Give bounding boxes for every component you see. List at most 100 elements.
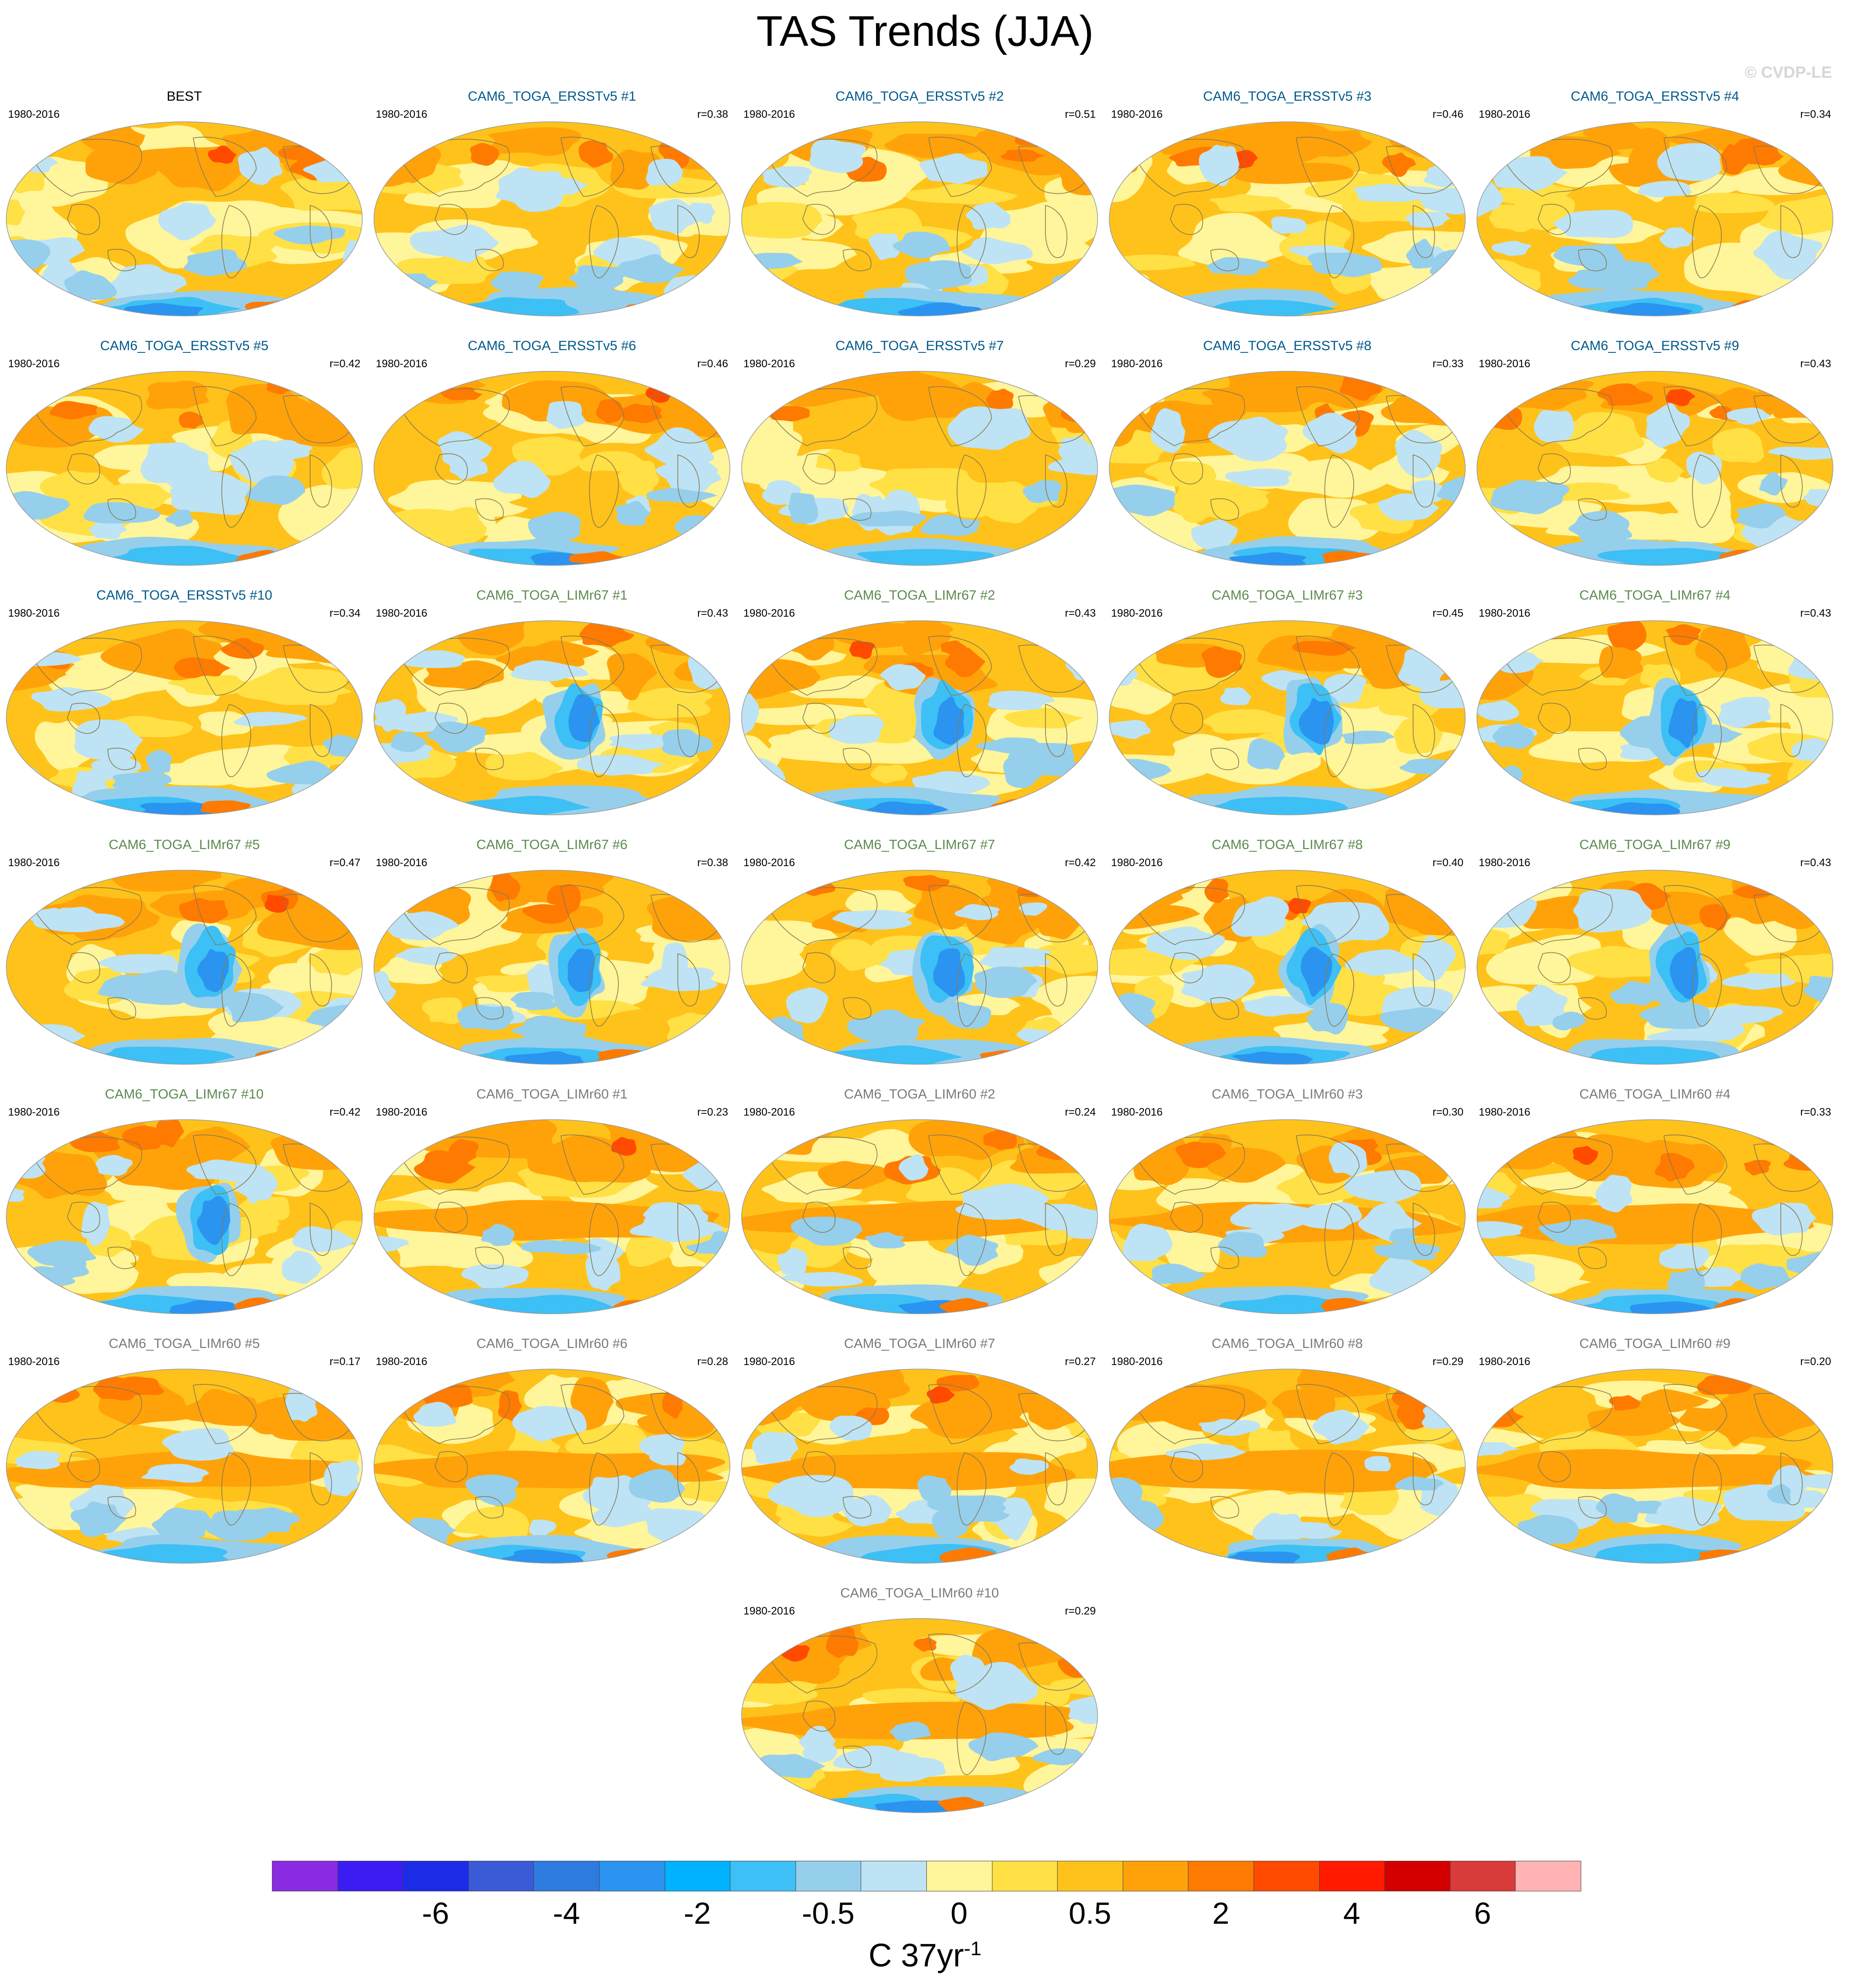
map-panel: CAM6_TOGA_ERSSTv5 #10 1980-2016 r=0.34 — [0, 587, 369, 820]
trend-map — [1109, 620, 1466, 815]
colorbar-swatch — [403, 1861, 469, 1891]
panel-period: 1980-2016 — [8, 857, 60, 869]
panel-title: CAM6_TOGA_LIMr60 #8 — [1211, 1336, 1363, 1351]
panel-correlation: r=0.23 — [697, 1106, 728, 1118]
map-panel: CAM6_TOGA_LIMr60 #10 1980-2016 r=0.29 — [735, 1584, 1104, 1818]
panel-correlation: r=0.51 — [1065, 108, 1096, 120]
panel-period: 1980-2016 — [376, 857, 427, 869]
panel-period: 1980-2016 — [376, 1356, 427, 1368]
panel-title: CAM6_TOGA_LIMr60 #4 — [1579, 1087, 1731, 1102]
panel-title: CAM6_TOGA_ERSSTv5 #9 — [1570, 338, 1739, 353]
panel-correlation: r=0.43 — [1800, 857, 1831, 869]
panel-period: 1980-2016 — [8, 108, 60, 120]
panel-title: CAM6_TOGA_ERSSTv5 #5 — [100, 338, 269, 353]
panel-period: 1980-2016 — [8, 1356, 60, 1368]
trend-map — [374, 1369, 730, 1564]
panel-title: CAM6_TOGA_LIMr60 #5 — [108, 1336, 260, 1351]
map-panel: CAM6_TOGA_LIMr67 #1 1980-2016 r=0.43 — [368, 587, 736, 820]
colorbar-swatch — [664, 1861, 731, 1891]
map-panel: CAM6_TOGA_LIMr67 #4 1980-2016 r=0.43 — [1471, 587, 1839, 820]
trend-map — [1476, 870, 1833, 1065]
colorbar-swatch — [861, 1861, 927, 1891]
panel-correlation: r=0.28 — [697, 1356, 728, 1368]
panel-title: CAM6_TOGA_LIMr67 #10 — [105, 1087, 264, 1102]
colorbar-tick-label: -6 — [422, 1896, 449, 1930]
panel-period: 1980-2016 — [743, 1106, 795, 1118]
panel-correlation: r=0.47 — [329, 857, 360, 869]
trend-map — [1109, 870, 1466, 1065]
panel-period: 1980-2016 — [1111, 1106, 1163, 1118]
trend-map — [6, 870, 363, 1065]
panel-period: 1980-2016 — [1111, 1356, 1163, 1368]
colorbar-tick-label: 0.5 — [1068, 1896, 1112, 1930]
panel-period: 1980-2016 — [8, 1106, 60, 1118]
colorbar-swatch — [1450, 1861, 1516, 1891]
map-panel: CAM6_TOGA_LIMr67 #9 1980-2016 r=0.43 — [1471, 836, 1839, 1070]
panel-correlation: r=0.38 — [697, 108, 728, 120]
panel-title: CAM6_TOGA_LIMr60 #9 — [1579, 1336, 1731, 1351]
panel-period: 1980-2016 — [1479, 607, 1530, 619]
map-panel: CAM6_TOGA_LIMr67 #10 1980-2016 r=0.42 — [0, 1085, 369, 1319]
trend-map — [1476, 620, 1833, 815]
panel-title: CAM6_TOGA_LIMr67 #9 — [1579, 837, 1731, 852]
panel-title: CAM6_TOGA_LIMr67 #6 — [476, 837, 628, 852]
panel-period: 1980-2016 — [1479, 1356, 1530, 1368]
figure-title: TAS Trends (JJA) — [756, 7, 1094, 55]
map-panel: CAM6_TOGA_LIMr60 #5 1980-2016 r=0.17 — [0, 1335, 369, 1569]
panel-title: CAM6_TOGA_LIMr60 #7 — [844, 1336, 996, 1351]
map-panel: CAM6_TOGA_LIMr67 #3 1980-2016 r=0.45 — [1103, 587, 1472, 820]
panel-title: BEST — [166, 89, 202, 104]
colorbar-swatch — [599, 1861, 665, 1891]
panel-period: 1980-2016 — [376, 358, 427, 370]
panel-correlation: r=0.43 — [1800, 607, 1831, 619]
panel-period: 1980-2016 — [743, 1356, 795, 1368]
panel-title: CAM6_TOGA_LIMr67 #2 — [844, 588, 996, 603]
trend-map — [741, 870, 1098, 1065]
panel-correlation: r=0.43 — [1065, 607, 1096, 619]
map-panel: CAM6_TOGA_LIMr60 #3 1980-2016 r=0.30 — [1103, 1085, 1472, 1319]
panel-period: 1980-2016 — [743, 358, 795, 370]
trend-map — [741, 121, 1098, 316]
map-panel: CAM6_TOGA_ERSSTv5 #7 1980-2016 r=0.29 — [735, 337, 1104, 571]
panel-title: CAM6_TOGA_LIMr67 #8 — [1211, 837, 1363, 852]
panel-correlation: r=0.27 — [1065, 1356, 1096, 1368]
panel-grid: BEST 1980-2016 CAM6_TOGA_ERSSTv5 #1 1980-20… — [0, 89, 1839, 1813]
trend-map — [374, 371, 730, 566]
panel-title: CAM6_TOGA_LIMr60 #10 — [840, 1586, 999, 1601]
map-panel: CAM6_TOGA_ERSSTv5 #9 1980-2016 r=0.43 — [1471, 337, 1839, 571]
trend-map — [1109, 371, 1466, 566]
map-panel: CAM6_TOGA_LIMr60 #4 1980-2016 r=0.33 — [1471, 1085, 1839, 1319]
panel-correlation: r=0.43 — [697, 607, 728, 619]
units-label: C 37yr-1 — [868, 1938, 982, 1974]
trend-map — [741, 1369, 1098, 1564]
colorbar-tick-label: 0 — [950, 1896, 968, 1930]
panel-period: 1980-2016 — [8, 358, 60, 370]
trend-map — [1109, 1369, 1466, 1564]
trend-map — [741, 620, 1098, 815]
panel-correlation: r=0.33 — [1432, 358, 1463, 370]
panel-correlation: r=0.34 — [329, 607, 360, 619]
panel-title: CAM6_TOGA_LIMr67 #1 — [476, 588, 628, 603]
trend-map — [1476, 1369, 1833, 1564]
colorbar-tick-label: 6 — [1474, 1896, 1491, 1930]
panel-period: 1980-2016 — [376, 1106, 427, 1118]
panel-period: 1980-2016 — [376, 607, 427, 619]
colorbar-swatch — [1515, 1861, 1581, 1891]
trend-map — [374, 121, 730, 316]
map-panel: CAM6_TOGA_LIMr60 #9 1980-2016 r=0.20 — [1471, 1335, 1839, 1569]
trend-map — [6, 1119, 363, 1314]
colorbar-swatch — [1188, 1861, 1254, 1891]
panel-title: CAM6_TOGA_LIMr67 #3 — [1211, 588, 1363, 603]
panel-title: CAM6_TOGA_ERSSTv5 #2 — [835, 89, 1004, 104]
panel-title: CAM6_TOGA_ERSSTv5 #3 — [1203, 89, 1372, 104]
colorbar-units: C 37yr-1 — [0, 1937, 1850, 1974]
panel-correlation: r=0.38 — [697, 857, 728, 869]
panel-period: 1980-2016 — [1111, 607, 1163, 619]
panel-correlation: r=0.46 — [1432, 108, 1463, 120]
panel-title: CAM6_TOGA_ERSSTv5 #8 — [1203, 338, 1372, 353]
trend-map — [741, 371, 1098, 566]
trend-map — [1476, 371, 1833, 566]
panel-title: CAM6_TOGA_LIMr67 #7 — [844, 837, 996, 852]
trend-map — [374, 1119, 730, 1314]
trend-map — [6, 620, 363, 815]
